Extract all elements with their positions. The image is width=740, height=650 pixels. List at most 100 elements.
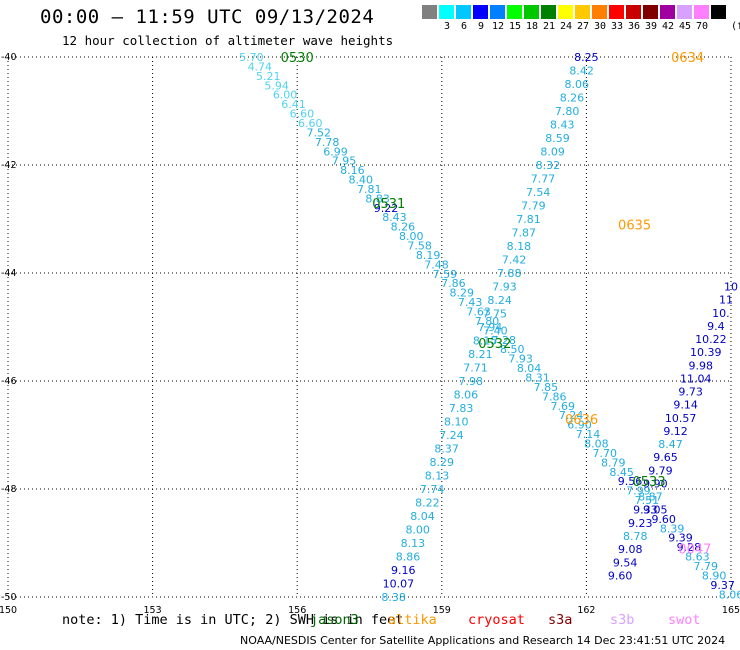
wave-height-value: 8.86 [396, 551, 421, 564]
wave-height-value: 8.43 [382, 211, 407, 224]
wave-height-value: 6.00 [273, 89, 298, 102]
wave-height-value: 5.70 [239, 51, 264, 64]
satellite-legend-altika: altika [388, 612, 437, 628]
wave-height-value: 8.21 [468, 348, 493, 361]
footer-credit: NOAA/NESDIS Center for Satellite Applica… [240, 634, 726, 647]
scale-tick-label: 9 [477, 21, 485, 32]
wave-height-value: 8.29 [430, 456, 455, 469]
wave-height-value: 7.80 [555, 105, 580, 118]
scale-swatch [592, 5, 608, 19]
wave-height-value: 7.63 [466, 306, 491, 319]
scale-tick-label: 45 [678, 21, 692, 32]
scale-swatch [490, 5, 506, 19]
wave-height-value: 7.79 [521, 200, 546, 213]
lon-tick-label: 162 [577, 605, 595, 616]
wave-height-value: 8.18 [507, 240, 532, 253]
wave-height-value: 7.70 [593, 447, 618, 460]
wave-height-value: 6.90 [567, 419, 592, 432]
wave-height-value: 8.39 [660, 522, 685, 535]
lon-tick-label: 165 [722, 605, 740, 616]
wave-height-value: 7.40 [483, 324, 508, 337]
lat-tick-label: -40 [1, 52, 17, 63]
axis-tick-labels: 150 153 156 159 162 165 -40 -42 -44 -46 -48 -50 [0, 52, 740, 616]
wave-height-value: 8.08 [584, 437, 609, 450]
wave-height-value: 7.59 [433, 268, 458, 281]
wave-height-value: 7.48 [424, 258, 449, 271]
wave-height-value: 8.16 [340, 164, 365, 177]
scale-tick-label: 12 [491, 21, 505, 32]
scale-tick-label: 39 [644, 21, 658, 32]
wave-height-value: 8.45 [609, 466, 634, 479]
scale-swatch [711, 5, 727, 19]
wave-height-value: 10 [724, 281, 738, 294]
scale-tick-label: 70 [695, 21, 709, 32]
wave-height-value: 8.31 [525, 371, 550, 384]
wave-height-value: 7.88 [497, 267, 522, 280]
wave-height-value: 8.09 [540, 146, 565, 159]
wave-height-value: 7.54 [526, 186, 551, 199]
wave-height-value: 4.74 [248, 60, 273, 73]
wave-height-value: 8.15 [473, 335, 498, 348]
wave-height-value: 8.04 [517, 362, 542, 375]
scale-tick-label: 30 [593, 21, 607, 32]
wave-height-value: 6.60 [298, 117, 323, 130]
satellite-legend-cryosat: cryosat [468, 612, 525, 628]
wave-height-value: 8.38 [381, 591, 406, 604]
wave-height-value: 9.12 [663, 425, 688, 438]
wave-height-value: 9.39 [668, 532, 693, 545]
wave-height-value: 7.69 [550, 400, 575, 413]
scale-tick-label: 21 [542, 21, 556, 32]
wave-height-value: 8.10 [444, 416, 469, 429]
pass-time-label: 0531 [372, 197, 405, 212]
wave-height-value: 7.75 [483, 308, 508, 321]
wave-height-value: 8.13 [401, 537, 426, 550]
wave-height-value: 9.73 [678, 386, 703, 399]
wave-height-value: 7.81 [357, 183, 382, 196]
wave-height-value: 7.98 [458, 375, 483, 388]
wave-height-value: 5.94 [264, 79, 289, 92]
wave-height-value: 7.43 [458, 296, 483, 309]
wave-height-value: 9.60 [608, 569, 633, 582]
wave-height-value: 7.74 [420, 483, 445, 496]
wave-height-value: 7.80 [475, 315, 500, 328]
wave-height-value: 9.65 [653, 451, 678, 464]
wave-height-value: 9.22 [374, 202, 399, 215]
wave-height-value: 7.52 [306, 126, 331, 139]
map-title: 00:00 – 11:59 UTC 09/13/2024 [40, 6, 375, 28]
wave-height-value: 7.28 [492, 334, 517, 347]
pass-time-label: 0635 [618, 218, 651, 233]
lon-tick-label: 159 [433, 605, 451, 616]
scale-swatch [507, 5, 523, 19]
scale-swatch [677, 5, 693, 19]
scale-swatch [473, 5, 489, 19]
lon-tick-label: 153 [144, 605, 162, 616]
satellite-legend-s3b: s3b [610, 612, 635, 628]
wave-height-value: 8.43 [550, 119, 575, 132]
scale-swatch [558, 5, 574, 19]
footer-note: note: 1) Time is in UTC; 2) SWH is in fe… [62, 612, 404, 628]
wave-height-value: 8.06 [454, 389, 479, 402]
wave-height-value: 9.4 [707, 320, 725, 333]
lat-tick-label: -44 [1, 268, 17, 279]
wave-height-value: 10. [712, 307, 730, 320]
lon-tick-label: 150 [0, 605, 17, 616]
wave-height-value: 6.60 [290, 108, 315, 121]
scale-swatch [422, 5, 438, 19]
wave-height-value: 10.07 [383, 578, 415, 591]
scale-swatch [660, 5, 676, 19]
wave-height-value: 8.90 [702, 569, 727, 582]
pass-time-label: 0532 [478, 337, 511, 352]
wave-height-value: 6.41 [281, 98, 306, 111]
wave-height-value: 7.93 [508, 353, 533, 366]
wave-height-value: 8.26 [391, 221, 416, 234]
lat-lon-grid [7, 56, 732, 598]
wave-height-value: 9.37 [710, 579, 735, 592]
wave-height-value: 7.71 [463, 362, 488, 375]
wave-height-value: 8.06 [565, 78, 590, 91]
wave-height-value: 9.60 [651, 513, 676, 526]
wave-height-value: 7.87 [511, 227, 536, 240]
scale-swatch [643, 5, 659, 19]
wave-height-value: 7.86 [441, 277, 466, 290]
lon-tick-label: 156 [288, 605, 306, 616]
wave-height-value: 7.85 [534, 381, 559, 394]
